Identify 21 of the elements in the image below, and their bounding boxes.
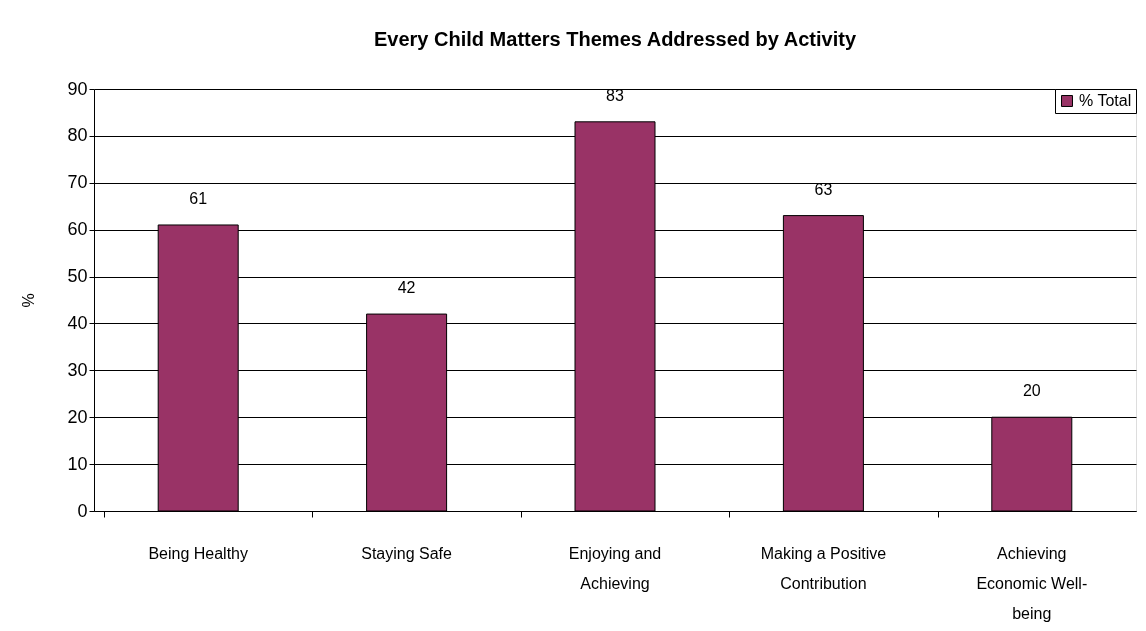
legend-label: % Total	[1079, 92, 1132, 109]
x-tick-label: Achieving Economic Well-being	[976, 544, 1088, 622]
data-label: 20	[1022, 382, 1041, 400]
y-tick-label: 30	[67, 359, 88, 380]
y-tick-label: 40	[67, 312, 88, 333]
data-label: 61	[189, 189, 208, 207]
x-tick-label: Being Healthy	[148, 544, 249, 562]
y-tick-label: 80	[67, 125, 88, 146]
x-tick-label: Enjoying and Achieving	[568, 544, 662, 592]
y-tick-label: 60	[67, 219, 88, 240]
chart-title: Every Child Matters Themes Addressed by Activity	[373, 28, 857, 50]
y-tick-label: 50	[67, 266, 88, 287]
x-tick-label: Making a Positive Contribution	[760, 544, 887, 592]
y-tick-label: 70	[67, 172, 88, 193]
data-label: 42	[397, 279, 416, 297]
y-tick-label: 10	[67, 453, 88, 474]
y-tick-label: 90	[67, 78, 88, 99]
x-tick-label: Staying Safe	[361, 544, 453, 562]
y-tick-label: 0	[77, 500, 88, 521]
y-axis-title: %	[20, 293, 38, 308]
y-tick-label: 20	[67, 406, 88, 427]
